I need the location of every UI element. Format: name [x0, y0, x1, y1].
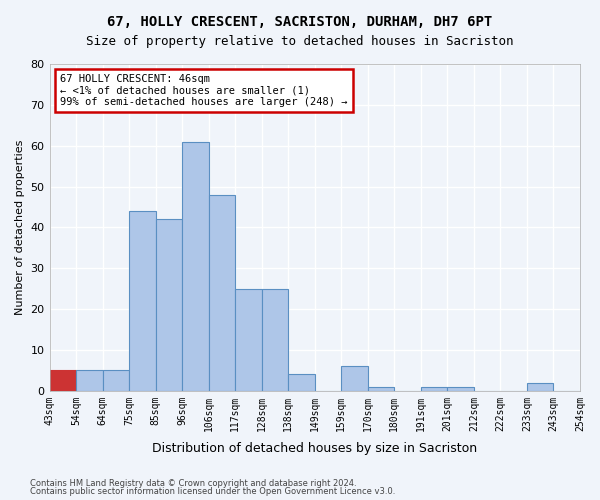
Text: Contains public sector information licensed under the Open Government Licence v3: Contains public sector information licen… — [30, 487, 395, 496]
Bar — [368, 386, 394, 391]
Bar — [155, 219, 182, 391]
Bar — [129, 211, 155, 391]
Bar — [288, 374, 315, 391]
Bar — [103, 370, 129, 391]
Bar — [76, 370, 103, 391]
Bar — [341, 366, 368, 391]
Bar — [448, 386, 474, 391]
Bar — [421, 386, 448, 391]
Text: Contains HM Land Registry data © Crown copyright and database right 2024.: Contains HM Land Registry data © Crown c… — [30, 478, 356, 488]
Text: Size of property relative to detached houses in Sacriston: Size of property relative to detached ho… — [86, 35, 514, 48]
Bar — [262, 288, 288, 391]
Y-axis label: Number of detached properties: Number of detached properties — [15, 140, 25, 315]
Bar — [50, 370, 76, 391]
Bar — [182, 142, 209, 391]
Bar — [209, 194, 235, 391]
Text: 67 HOLLY CRESCENT: 46sqm
← <1% of detached houses are smaller (1)
99% of semi-de: 67 HOLLY CRESCENT: 46sqm ← <1% of detach… — [60, 74, 347, 107]
Text: 67, HOLLY CRESCENT, SACRISTON, DURHAM, DH7 6PT: 67, HOLLY CRESCENT, SACRISTON, DURHAM, D… — [107, 15, 493, 29]
X-axis label: Distribution of detached houses by size in Sacriston: Distribution of detached houses by size … — [152, 442, 478, 455]
Bar — [527, 382, 553, 391]
Bar — [235, 288, 262, 391]
